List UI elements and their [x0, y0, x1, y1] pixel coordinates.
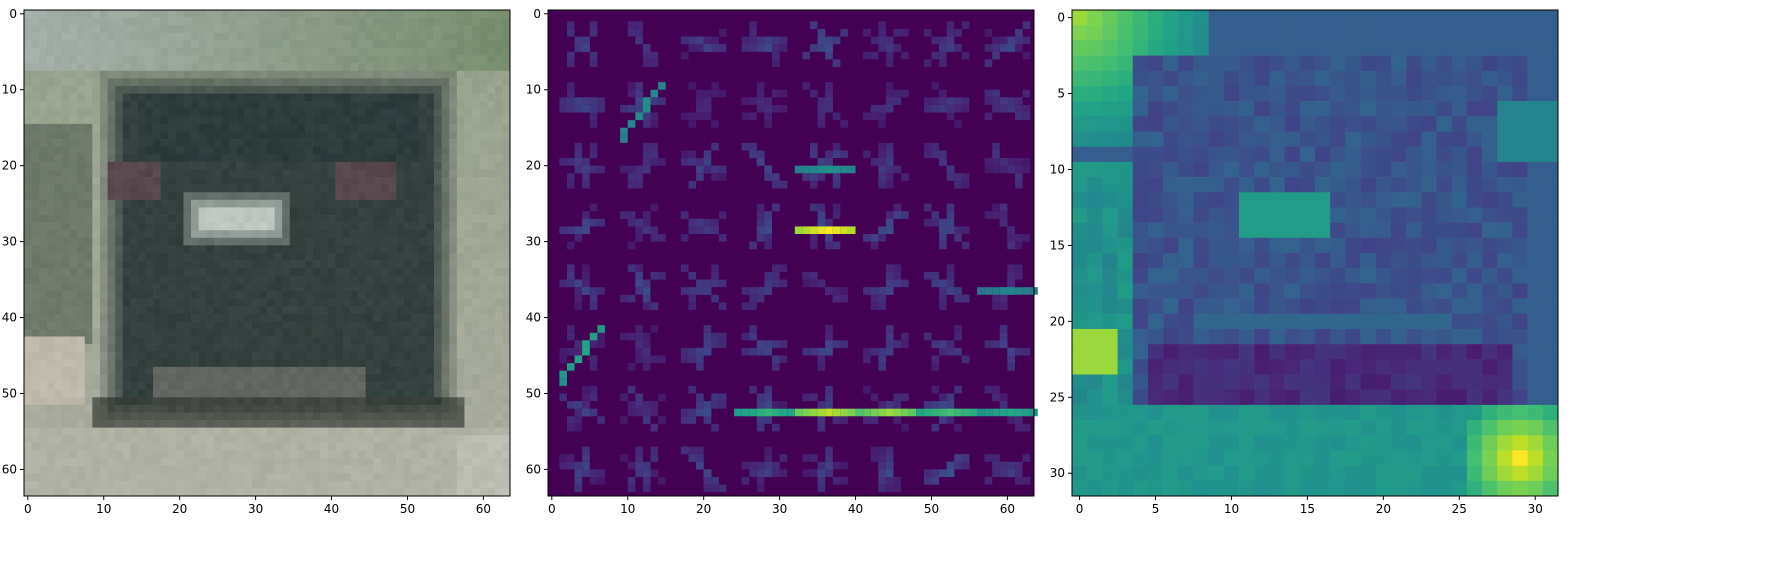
image-hog-y-tick-label: 30	[526, 235, 541, 249]
feature-channel-pixels	[1072, 10, 1559, 497]
image-original-x-tick-label: 0	[24, 502, 32, 516]
image-hog-x-tick-label: 10	[620, 502, 635, 516]
image-hog-axes	[548, 10, 1038, 496]
image-original-axes	[24, 10, 511, 497]
image-feature-x-tick-label: 15	[1300, 502, 1315, 516]
image-hog-y-tick-label: 0	[533, 7, 541, 21]
image-feature-axes	[1072, 10, 1559, 497]
image-original-y-tick-label: 60	[2, 462, 17, 476]
image-original-x-tick-label: 40	[324, 502, 339, 516]
image-original-frame	[23, 9, 511, 497]
image-feature-y-tick-label: 5	[1057, 87, 1065, 101]
image-hog-y-tick-label: 60	[526, 462, 541, 476]
image-original-x-tick-label: 30	[248, 502, 263, 516]
image-feature-x-tick-label: 20	[1376, 502, 1391, 516]
image-plot-hog: 0 10 20 30 40 50 60 0 10 20 30 40 50 60	[526, 7, 1038, 516]
hog-strokes	[559, 21, 1038, 493]
panel-feature-channel: 0 5 10 15 20 25 30 0 5 10 15 20 25 30	[1048, 0, 1568, 530]
image-feature-y-tick-label: 30	[1050, 466, 1065, 480]
image-original-y-tick-label: 0	[9, 7, 17, 21]
original-image-pixels	[24, 10, 511, 497]
image-feature-y-tick-label: 10	[1050, 162, 1065, 176]
image-hog-y-tick-label: 20	[526, 159, 541, 173]
panel-original-image: 0 10 20 30 40 50 60 0 10 20 30 40 50 60	[0, 0, 520, 530]
image-feature-x-tick-label: 30	[1528, 502, 1543, 516]
image-original-x-tick-label: 60	[476, 502, 491, 516]
image-plot-original: 0 10 20 30 40 50 60 0 10 20 30 40 50 60	[2, 7, 511, 516]
image-original-x-tick-label: 10	[96, 502, 111, 516]
image-original-x-tick-label: 50	[400, 502, 415, 516]
image-feature-y-tick-label: 15	[1050, 238, 1065, 252]
image-feature-y-tick-label: 0	[1057, 11, 1065, 25]
image-original-y-tick-label: 50	[2, 386, 17, 400]
image-original-x-tick-label: 20	[172, 502, 187, 516]
image-hog-x-tick-label: 60	[1000, 502, 1015, 516]
image-original-y-tick-label: 40	[2, 311, 17, 325]
image-feature-x-tick-label: 25	[1452, 502, 1467, 516]
image-hog-x-tick-label: 50	[924, 502, 939, 516]
image-hog-x-tick-label: 20	[696, 502, 711, 516]
image-hog-y-tick-label: 50	[526, 386, 541, 400]
image-hog-y-tick-label: 10	[526, 83, 541, 97]
image-hog-frame	[547, 9, 1035, 497]
image-feature-frame	[1071, 9, 1559, 497]
image-hog-x-tick-label: 30	[772, 502, 787, 516]
image-feature-x-tick-label: 0	[1076, 502, 1084, 516]
image-feature-y-tick-label: 20	[1050, 314, 1065, 328]
image-original-y-tick-label: 10	[2, 83, 17, 97]
image-original-y-tick-label: 20	[2, 159, 17, 173]
panel-hog-visualization: 0 10 20 30 40 50 60 0 10 20 30 40 50 60	[524, 0, 1044, 530]
image-hog-y-tick-label: 40	[526, 311, 541, 325]
image-hog-x-tick-label: 40	[848, 502, 863, 516]
image-original-y-tick-label: 30	[2, 235, 17, 249]
image-feature-x-tick-label: 5	[1152, 502, 1160, 516]
image-plot-feature-channel: 0 5 10 15 20 25 30 0 5 10 15 20 25 30	[1050, 9, 1559, 516]
image-feature-x-tick-label: 10	[1224, 502, 1239, 516]
image-feature-y-tick-label: 25	[1050, 390, 1065, 404]
image-hog-x-tick-label: 0	[548, 502, 556, 516]
